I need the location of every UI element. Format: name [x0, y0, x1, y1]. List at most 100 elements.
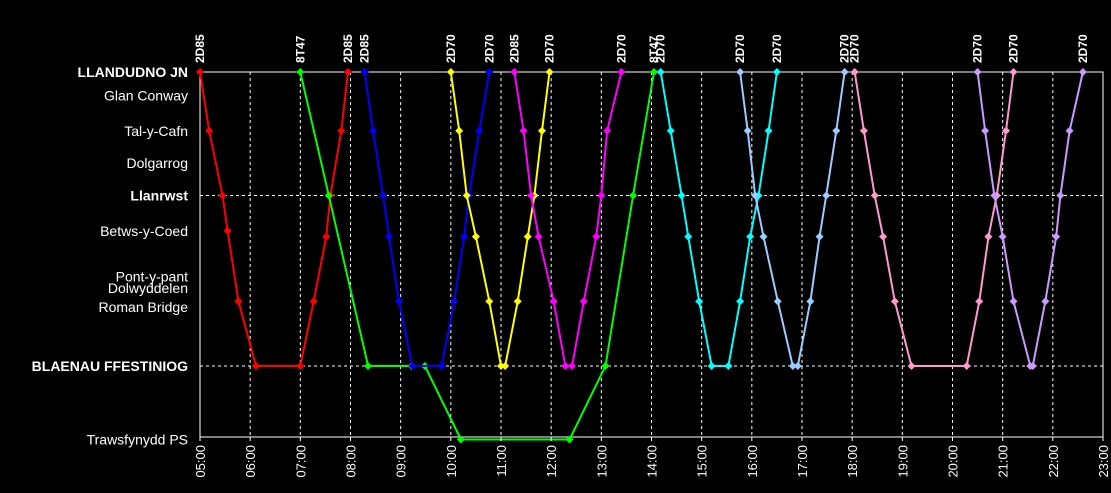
data-point — [736, 297, 745, 306]
data-point — [364, 362, 373, 370]
station-label: Dolwyddelen — [108, 280, 188, 296]
x-tick-label: 10:00 — [444, 445, 459, 478]
data-point — [746, 232, 755, 241]
station-label: Dolgarrog — [127, 155, 188, 171]
data-point — [523, 232, 532, 241]
train-label: 2D85 — [193, 34, 207, 63]
data-point — [309, 297, 318, 306]
train-label: 2D70 — [654, 34, 668, 63]
data-point — [1028, 362, 1037, 370]
data-point — [1009, 297, 1018, 306]
data-point — [832, 126, 841, 135]
data-point — [218, 191, 227, 200]
data-point — [565, 435, 574, 444]
data-point — [379, 191, 388, 200]
x-tick-label: 08:00 — [344, 445, 359, 478]
data-point — [998, 232, 1007, 241]
x-tick-label: 12:00 — [544, 445, 559, 478]
data-point — [460, 232, 469, 241]
data-point — [617, 68, 626, 76]
data-point — [561, 362, 570, 370]
train-label: 2D70 — [614, 34, 628, 63]
data-point — [773, 297, 782, 306]
data-point — [513, 297, 522, 306]
data-point — [296, 68, 305, 76]
train-label: 8T47 — [647, 35, 661, 63]
data-point — [990, 191, 999, 200]
data-point — [601, 362, 610, 370]
station-label: BLAENAU FFESTINIOG — [32, 358, 188, 374]
series — [446, 68, 554, 370]
data-point — [656, 68, 665, 76]
series — [510, 68, 626, 370]
data-point — [462, 191, 471, 200]
data-point — [223, 226, 232, 235]
data-point — [1052, 232, 1061, 241]
series — [656, 68, 781, 370]
data-point — [456, 435, 465, 444]
station-label: Glan Conway — [104, 88, 188, 104]
data-point — [984, 232, 993, 241]
series-line — [853, 71, 1015, 367]
data-point — [485, 297, 494, 306]
series-line — [659, 71, 778, 367]
data-point — [1002, 126, 1011, 135]
x-tick-label: 15:00 — [695, 445, 710, 478]
data-point — [695, 297, 704, 306]
data-point — [568, 362, 577, 370]
data-point — [369, 126, 378, 135]
x-tick-label: 21:00 — [996, 445, 1011, 478]
series-layer — [196, 68, 1087, 444]
train-label: 2D85 — [341, 34, 355, 63]
data-point — [592, 232, 601, 241]
data-point — [907, 362, 916, 370]
data-point — [337, 126, 346, 135]
x-tick-label: 11:00 — [494, 445, 509, 477]
data-point — [205, 126, 214, 135]
data-point — [1078, 68, 1087, 76]
data-point — [879, 232, 888, 241]
data-point — [343, 68, 352, 76]
x-tick-label: 18:00 — [845, 445, 860, 478]
data-point — [764, 126, 773, 135]
data-point — [394, 297, 403, 306]
x-tick-label: 22:00 — [1046, 445, 1061, 478]
data-point — [545, 68, 554, 76]
station-label: Tal-y-Cafn — [124, 123, 188, 139]
data-point — [751, 191, 760, 200]
series — [736, 68, 849, 370]
data-point — [822, 191, 831, 200]
data-point — [437, 362, 446, 370]
data-point — [234, 297, 243, 306]
x-tick-label: 23:00 — [1096, 445, 1111, 478]
data-point — [707, 362, 716, 370]
data-point — [549, 297, 558, 306]
x-tick-label: 17:00 — [795, 445, 810, 478]
train-label: 2D70 — [848, 34, 862, 63]
data-point — [475, 126, 484, 135]
data-point — [815, 232, 824, 241]
train-labels: 2D85 8T47 2D85 2D85 2D70 2D70 2D85 2D70 2D70 8T47… — [193, 34, 1090, 63]
data-point — [579, 297, 588, 306]
data-point — [859, 126, 868, 135]
data-point — [510, 68, 519, 76]
data-point — [840, 68, 849, 76]
train-label: 2D70 — [482, 34, 496, 63]
data-point — [603, 126, 612, 135]
data-point — [384, 232, 393, 241]
x-tick-label: 06:00 — [243, 445, 258, 478]
x-tick-labels: 05:00 06:00 07:00 08:00 09:00 10:00 11:00 12:00… — [193, 437, 1111, 478]
data-point — [324, 191, 333, 200]
data-point — [870, 191, 879, 200]
data-point — [890, 297, 899, 306]
data-point — [975, 297, 984, 306]
data-point — [450, 297, 459, 306]
train-label: 2D70 — [444, 34, 458, 63]
data-point — [471, 232, 480, 241]
station-labels: LLANDUDNO JN Glan Conway Tal-y-Cafn Dolgarr… — [32, 64, 189, 448]
train-label: 8T47 — [293, 35, 307, 63]
data-point — [981, 126, 990, 135]
train-label: 2D70 — [770, 34, 784, 63]
